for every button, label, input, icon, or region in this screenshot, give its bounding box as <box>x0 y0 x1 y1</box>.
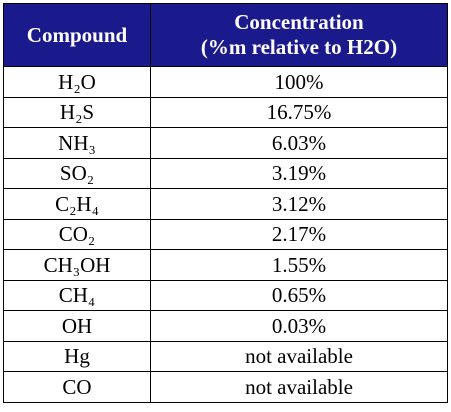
compound-cell: H₂O <box>3 66 151 98</box>
table-row: C₂H₄ 3.12% <box>3 188 448 220</box>
table-row: Hg not available <box>3 340 448 372</box>
concentration-cell: 3.19% <box>150 157 448 189</box>
table-row: OH 0.03% <box>3 310 448 342</box>
header-line: Concentration <box>234 10 364 34</box>
concentration-cell: 2.17% <box>150 218 448 250</box>
table-header: Compound Concentration (%m relative to H… <box>3 3 448 67</box>
compound-cell: CO₂ <box>3 218 151 250</box>
compound-cell: CH₃OH <box>3 249 151 281</box>
concentration-cell: 0.65% <box>150 279 448 311</box>
concentration-cell: 0.03% <box>150 310 448 342</box>
concentration-cell: 1.55% <box>150 249 448 281</box>
table-row: CO₂ 2.17% <box>3 218 448 250</box>
compound-cell: NH₃ <box>3 127 151 159</box>
concentration-table: Compound Concentration (%m relative to H… <box>3 3 448 403</box>
compound-cell: CO <box>3 371 151 403</box>
table-row: NH₃ 6.03% <box>3 127 448 159</box>
table-row: CO not available <box>3 371 448 403</box>
table-row: CH₄ 0.65% <box>3 279 448 311</box>
table-row: H₂S 16.75% <box>3 96 448 128</box>
concentration-cell: 100% <box>150 66 448 98</box>
compound-cell: Hg <box>3 340 151 372</box>
concentration-cell: 16.75% <box>150 96 448 128</box>
concentration-cell: not available <box>150 371 448 403</box>
table-body: H₂O 100% H₂S 16.75% NH₃ 6.03% SO₂ 3.19% C₂H₄ 3.12… <box>3 66 448 403</box>
concentration-cell: 6.03% <box>150 127 448 159</box>
table-row: SO₂ 3.19% <box>3 157 448 189</box>
table-row: H₂O 100% <box>3 66 448 98</box>
concentration-cell: 3.12% <box>150 188 448 220</box>
header-row: Compound Concentration (%m relative to H… <box>3 3 448 67</box>
header-cell: Concentration (%m relative to H2O) <box>150 3 448 67</box>
header-cell: Compound <box>3 3 151 67</box>
compound-cell: H₂S <box>3 96 151 128</box>
compound-cell: C₂H₄ <box>3 188 151 220</box>
compound-cell: CH₄ <box>3 279 151 311</box>
compound-cell: SO₂ <box>3 157 151 189</box>
concentration-cell: not available <box>150 340 448 372</box>
table-row: CH₃OH 1.55% <box>3 249 448 281</box>
compound-cell: OH <box>3 310 151 342</box>
header-line: (%m relative to H2O) <box>200 35 398 59</box>
